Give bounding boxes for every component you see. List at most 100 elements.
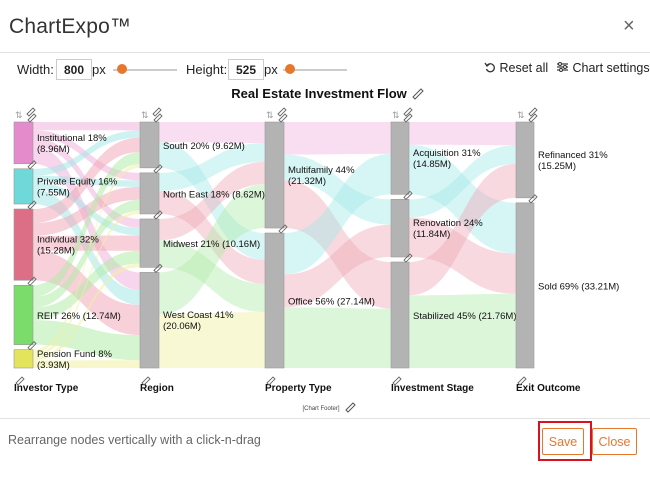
stage-label-edit-icon[interactable] bbox=[141, 376, 151, 386]
sankey-link bbox=[33, 164, 140, 354]
sort-icon[interactable]: ⇅ bbox=[392, 110, 400, 120]
width-input[interactable] bbox=[56, 59, 92, 80]
save-button[interactable]: Save bbox=[542, 428, 584, 455]
sankey-node[interactable] bbox=[139, 121, 160, 169]
node-edit-icon[interactable] bbox=[27, 160, 37, 170]
sort-icon[interactable]: ⇅ bbox=[517, 110, 525, 120]
stage-edit-icon[interactable] bbox=[152, 107, 162, 117]
node-value-label: (21.32M) bbox=[288, 176, 326, 187]
sankey-node[interactable] bbox=[515, 121, 535, 199]
sort-icon[interactable]: ⇅ bbox=[141, 110, 149, 120]
sankey-link bbox=[159, 143, 265, 191]
footer-edit-icon[interactable] bbox=[345, 402, 356, 413]
node-edit-icon[interactable] bbox=[403, 113, 413, 123]
reset-all-label: Reset all bbox=[499, 61, 549, 75]
node-label: Multifamily 44% bbox=[288, 165, 355, 176]
sankey-link bbox=[33, 199, 140, 308]
node-edit-icon[interactable] bbox=[153, 113, 163, 123]
settings-sliders-icon bbox=[557, 62, 568, 72]
sankey-link bbox=[159, 184, 265, 315]
sort-icon[interactable]: ⇅ bbox=[15, 110, 23, 120]
stage-label-edit-icon[interactable] bbox=[392, 376, 402, 386]
title-edit-icon[interactable] bbox=[412, 88, 424, 100]
node-label: West Coast 41% bbox=[163, 310, 234, 321]
reset-all-button[interactable]: Reset all bbox=[484, 61, 548, 75]
node-label: Acquisition 31% bbox=[413, 148, 481, 159]
node-edit-icon[interactable] bbox=[278, 113, 288, 123]
stage-label-edit-icon[interactable] bbox=[517, 376, 527, 386]
sankey-node[interactable] bbox=[515, 202, 535, 369]
chart-settings-label: Chart settings bbox=[572, 61, 650, 75]
undo-icon bbox=[484, 62, 495, 73]
sankey-node[interactable] bbox=[390, 261, 410, 369]
chart-settings-button[interactable]: Chart settings bbox=[556, 61, 650, 75]
node-edit-icon[interactable] bbox=[153, 263, 163, 274]
height-unit: px bbox=[264, 62, 278, 77]
height-input[interactable] bbox=[228, 59, 264, 80]
node-edit-icon[interactable] bbox=[528, 194, 538, 204]
sankey-link bbox=[159, 122, 265, 144]
node-edit-icon[interactable] bbox=[278, 224, 288, 234]
save-highlight bbox=[538, 421, 592, 461]
node-value-label: (3.93M) bbox=[37, 360, 70, 371]
node-label: Office 56% (27.14M) bbox=[288, 297, 375, 308]
stage-label-edit-icon[interactable] bbox=[15, 376, 25, 386]
node-value-label: (15.28M) bbox=[37, 246, 75, 257]
node-edit-icon[interactable] bbox=[403, 190, 413, 200]
sankey-chart: Institutional 18%(8.96M) Private Equity 1… bbox=[13, 86, 619, 413]
sankey-node[interactable] bbox=[264, 232, 285, 369]
stage-edit-icon[interactable] bbox=[277, 107, 287, 117]
node-edit-icon[interactable] bbox=[27, 276, 37, 286]
close-icon[interactable]: × bbox=[623, 15, 635, 37]
node-label: REIT 26% (12.74M) bbox=[37, 311, 121, 322]
sankey-node[interactable] bbox=[13, 121, 34, 165]
node-edit-icon[interactable] bbox=[153, 164, 163, 174]
sankey-link bbox=[159, 161, 265, 241]
stage-label-edit-icon[interactable] bbox=[266, 376, 276, 386]
node-label: Private Equity 16% bbox=[37, 176, 118, 187]
sankey-node[interactable] bbox=[13, 349, 34, 369]
sankey-link bbox=[33, 130, 140, 176]
sankey-link bbox=[33, 235, 140, 251]
sankey-node[interactable] bbox=[13, 284, 34, 345]
sankey-link bbox=[409, 145, 516, 218]
sankey-node[interactable] bbox=[139, 272, 160, 369]
node-edit-icon[interactable] bbox=[153, 210, 163, 220]
node-label: Pension Fund 8% bbox=[37, 349, 113, 360]
height-slider[interactable] bbox=[283, 69, 347, 71]
node-edit-icon[interactable] bbox=[403, 253, 413, 263]
node-edit-icon[interactable] bbox=[528, 113, 538, 123]
node-label: Sold 69% (33.21M) bbox=[538, 281, 619, 292]
sankey-node[interactable] bbox=[390, 199, 410, 258]
chart-title: Real Estate Investment Flow bbox=[231, 86, 407, 101]
height-slider-handle[interactable] bbox=[285, 64, 295, 74]
stage-label: Investor Type bbox=[14, 383, 79, 394]
stage-edit-icon[interactable] bbox=[26, 107, 36, 117]
node-label: Renovation 24% bbox=[413, 218, 483, 229]
stage-edit-icon[interactable] bbox=[528, 107, 538, 117]
node-value-label: (11.84M) bbox=[413, 229, 450, 240]
node-value-label: (7.55M) bbox=[37, 187, 70, 198]
sankey-node[interactable] bbox=[390, 121, 410, 195]
node-edit-icon[interactable] bbox=[27, 341, 37, 351]
stage-label: Region bbox=[140, 383, 174, 394]
node-label: South 20% (9.62M) bbox=[163, 141, 245, 152]
stage-edit-icon[interactable] bbox=[403, 107, 413, 117]
sankey-link bbox=[159, 190, 265, 284]
sankey-node[interactable] bbox=[264, 121, 285, 229]
width-slider[interactable] bbox=[113, 69, 177, 71]
header-divider bbox=[0, 52, 650, 53]
node-edit-icon[interactable] bbox=[27, 113, 37, 123]
sankey-node[interactable] bbox=[139, 218, 160, 268]
node-edit-icon[interactable] bbox=[27, 200, 37, 210]
sankey-node[interactable] bbox=[139, 172, 160, 215]
width-slider-handle[interactable] bbox=[117, 64, 127, 74]
sankey-link bbox=[159, 312, 265, 368]
sankey-link bbox=[284, 180, 391, 309]
sort-icon[interactable]: ⇅ bbox=[266, 110, 274, 120]
close-button[interactable]: Close bbox=[592, 428, 637, 455]
sankey-link bbox=[33, 360, 140, 368]
node-label: North East 18% (8.62M) bbox=[163, 189, 265, 200]
sankey-node[interactable] bbox=[13, 208, 34, 281]
sankey-node[interactable] bbox=[13, 168, 34, 205]
